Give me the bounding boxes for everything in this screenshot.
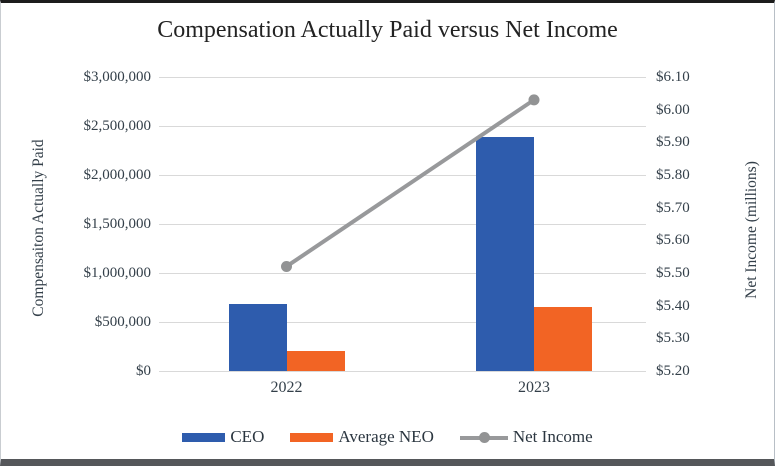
net-income-line (281, 94, 540, 272)
left-tick-label: $3,000,000 (83, 69, 152, 85)
average-neo-swatch-icon (290, 432, 334, 442)
gridline (159, 322, 646, 323)
left-tick-label: $1,500,000 (83, 216, 152, 232)
legend: CEO Average NEO Net Income (1, 427, 774, 447)
right-axis-title: Net Income (millions) (743, 161, 760, 299)
right-tick-label: $6.10 (656, 69, 690, 85)
right-tick-label: $5.70 (656, 199, 690, 216)
right-tick-label: $5.20 (656, 363, 690, 379)
legend-item-net-income: Net Income (459, 427, 593, 447)
gridline (159, 224, 646, 225)
average-neo-bar-2023 (534, 307, 592, 371)
gridline (159, 273, 646, 274)
average-neo-bar-2022 (286, 350, 345, 371)
left-axis-title: Compensaiton Actually Paid (30, 139, 47, 317)
x-tick-label-2022: 2022 (270, 379, 303, 396)
left-tick-label: $500,000 (94, 314, 151, 330)
chart-title: Compensation Actually Paid versus Net In… (157, 17, 618, 43)
left-tick-label: $1,000,000 (83, 265, 152, 281)
right-tick-label: $5.80 (656, 167, 690, 183)
legend-label-ceo: CEO (230, 427, 265, 446)
gridline (159, 126, 646, 127)
ceo-bar-2023 (476, 136, 534, 371)
ceo-swatch-icon (182, 432, 226, 442)
left-tick-label: $0 (136, 363, 151, 379)
right-tick-label: $6.00 (656, 101, 690, 118)
left-tick-label: $2,500,000 (83, 118, 152, 134)
ceo-bar-2022 (228, 304, 287, 371)
gridline (159, 175, 646, 176)
gridline (159, 371, 646, 372)
legend-label-average-neo: Average NEO (338, 427, 434, 446)
legend-item-average-neo: Average NEO (290, 427, 434, 447)
right-tick-label: $5.30 (656, 330, 690, 347)
x-tick-label-2023: 2023 (518, 379, 550, 396)
left-tick-label: $2,000,000 (83, 167, 152, 183)
plot-area (159, 77, 646, 372)
gridline (159, 77, 646, 78)
legend-item-ceo: CEO (182, 427, 264, 447)
right-tick-label: $5.90 (656, 134, 690, 151)
right-tick-label: $5.60 (656, 232, 690, 249)
legend-label-net-income: Net Income (512, 427, 593, 446)
right-tick-label: $5.40 (656, 297, 690, 314)
net-income-line-marker-icon (459, 431, 508, 443)
right-tick-label: $5.50 (656, 265, 690, 281)
